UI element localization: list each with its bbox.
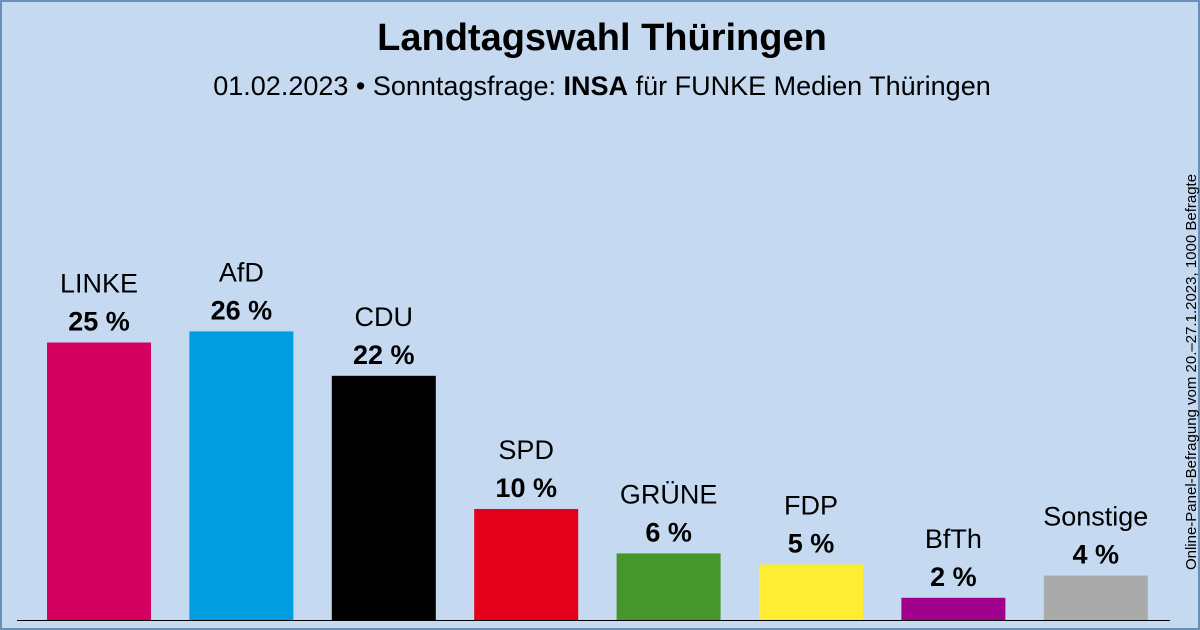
value-label-cdu: 22 % bbox=[353, 340, 415, 370]
poll-date: 01.02.2023 bbox=[213, 71, 349, 101]
category-label-linke: LINKE bbox=[60, 269, 138, 299]
subtitle-suffix: für FUNKE Medien Thüringen bbox=[635, 71, 991, 101]
chart-subtitle: 01.02.2023 • Sonntagsfrage: INSA für FUN… bbox=[2, 68, 1200, 104]
bar-fdp bbox=[759, 564, 863, 620]
bar-gruene bbox=[616, 553, 721, 620]
category-label-afd: AfD bbox=[219, 257, 264, 287]
category-label-fdp: FDP bbox=[784, 491, 838, 521]
bar-sonstige bbox=[1043, 575, 1148, 620]
chart-title: Landtagswahl Thüringen bbox=[377, 17, 827, 59]
subtitle-separator: • bbox=[355, 71, 366, 101]
bar-cdu bbox=[331, 375, 436, 620]
category-label-spd: SPD bbox=[498, 435, 554, 465]
value-label-fdp: 5 % bbox=[788, 529, 835, 559]
value-label-sonstige: 4 % bbox=[1073, 540, 1120, 570]
poll-institute: INSA bbox=[563, 71, 629, 101]
subtitle-prefix: Sonntagsfrage: bbox=[372, 71, 557, 101]
value-label-bfth: 2 % bbox=[930, 562, 977, 592]
category-label-gruene: GRÜNE bbox=[620, 479, 718, 509]
category-label-bfth: BfTh bbox=[925, 524, 982, 554]
value-label-afd: 26 % bbox=[211, 295, 273, 325]
bar-afd bbox=[189, 331, 294, 620]
bar-spd bbox=[474, 509, 579, 620]
bar-linke bbox=[47, 342, 151, 620]
value-label-linke: 25 % bbox=[68, 307, 130, 337]
category-label-sonstige: Sonstige bbox=[1043, 502, 1148, 532]
category-label-cdu: CDU bbox=[355, 302, 414, 332]
value-label-spd: 10 % bbox=[495, 473, 557, 503]
bar-bfth bbox=[901, 597, 1006, 620]
value-label-gruene: 6 % bbox=[645, 517, 692, 547]
